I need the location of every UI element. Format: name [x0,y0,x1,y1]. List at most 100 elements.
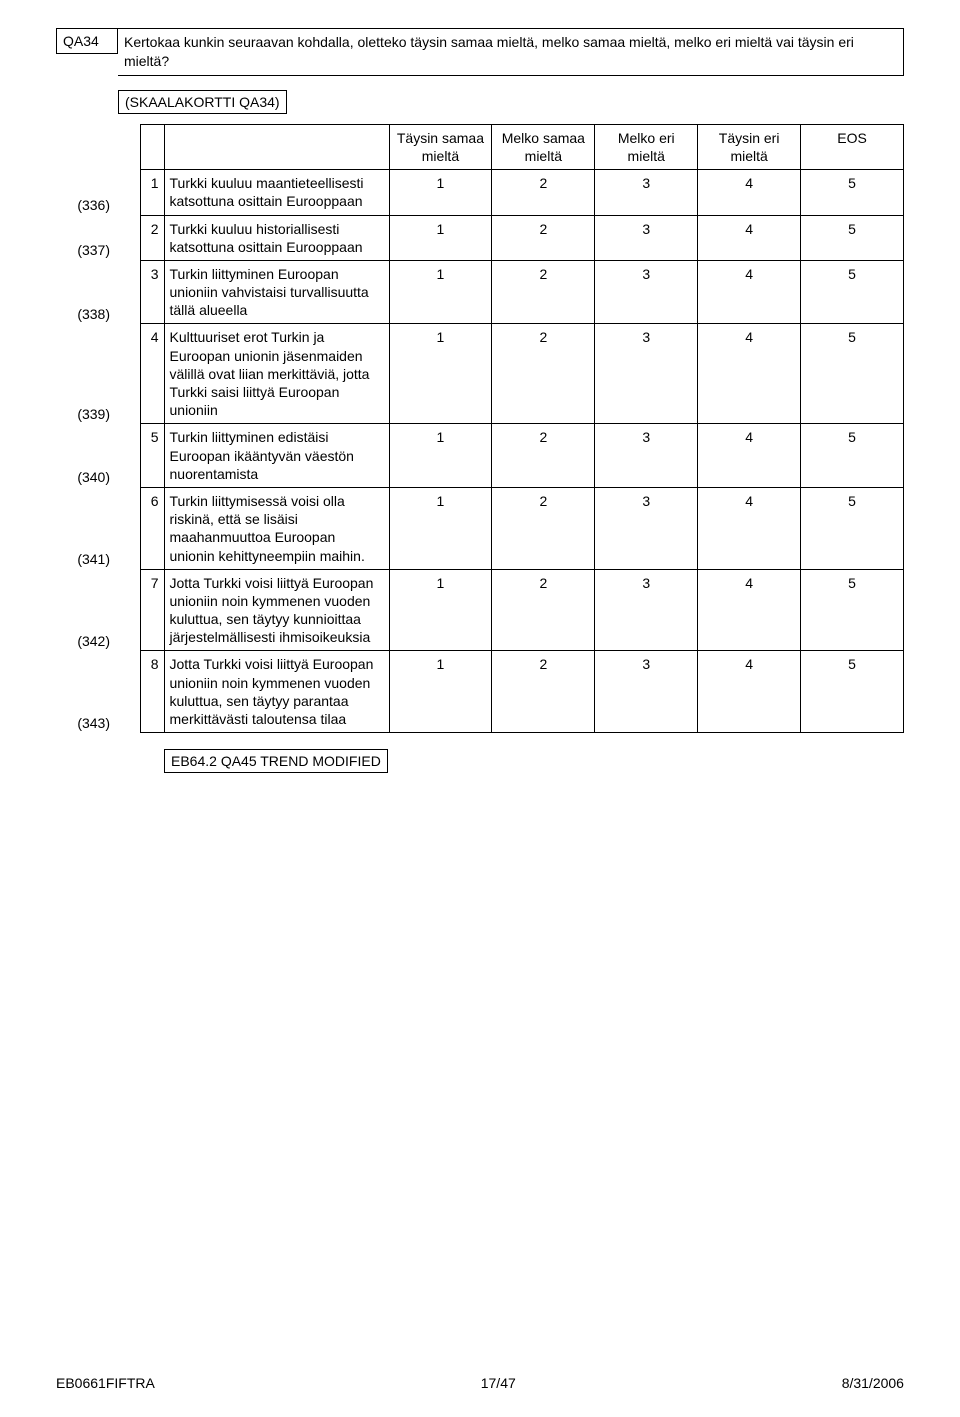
option-cell: 4 [698,170,801,215]
row-spacer [116,651,140,733]
option-cell: 2 [492,569,595,651]
option-cell: 5 [801,424,904,488]
row-number: 7 [140,569,164,651]
table-row: 2Turkki kuuluu historiallisesti katsottu… [116,215,904,260]
margin-code: (336) [77,197,110,213]
option-cell: 5 [801,651,904,733]
option-cell: 2 [492,215,595,260]
qa-question: Kertokaa kunkin seuraavan kohdalla, olet… [118,28,904,76]
row-number: 6 [140,487,164,569]
option-cell: 1 [389,569,492,651]
trend-note: EB64.2 QA45 TREND MODIFIED [164,749,388,773]
option-cell: 1 [389,260,492,324]
row-number: 4 [140,324,164,424]
margin-code: (341) [77,551,110,567]
header-row: Täysin samaa mieltä Melko samaa mieltä M… [116,124,904,169]
option-cell: 5 [801,260,904,324]
option-cell: 2 [492,260,595,324]
header-opt-4: Täysin eri mieltä [698,124,801,169]
row-number: 5 [140,424,164,488]
row-spacer [116,324,140,424]
option-cell: 2 [492,170,595,215]
margin-code: (340) [77,469,110,485]
table-row: 4Kulttuuriset erot Turkin ja Euroopan un… [116,324,904,424]
page: QA34 Kertokaa kunkin seuraavan kohdalla,… [0,0,960,1417]
option-cell: 5 [801,215,904,260]
option-cell: 1 [389,487,492,569]
table-row: 8Jotta Turkki voisi liittyä Euroopan uni… [116,651,904,733]
table-row: 6Turkin liittymisessä voisi olla riskinä… [116,487,904,569]
option-cell: 3 [595,651,698,733]
option-cell: 3 [595,170,698,215]
row-text: Turkin liittyminen edistäisi Euroopan ik… [164,424,389,488]
option-cell: 4 [698,651,801,733]
table-row: 3Turkin liittyminen Euroopan unioniin va… [116,260,904,324]
option-cell: 4 [698,569,801,651]
option-cell: 1 [389,170,492,215]
qa-heading-row: QA34 Kertokaa kunkin seuraavan kohdalla,… [56,28,904,76]
page-footer: EB0661FIFTRA 17/47 8/31/2006 [56,1375,904,1391]
option-cell: 4 [698,260,801,324]
option-cell: 1 [389,651,492,733]
qa-subheading: (SKAALAKORTTI QA34) [118,90,287,114]
margin-code: (343) [77,715,110,731]
row-number: 8 [140,651,164,733]
row-text: Turkki kuuluu historiallisesti katsottun… [164,215,389,260]
row-spacer [116,215,140,260]
option-cell: 2 [492,424,595,488]
response-matrix: Täysin samaa mieltä Melko samaa mieltä M… [116,124,904,733]
row-text: Turkin liittymisessä voisi olla riskinä,… [164,487,389,569]
option-cell: 2 [492,324,595,424]
footer-center: 17/47 [481,1375,516,1391]
option-cell: 3 [595,569,698,651]
row-text: Jotta Turkki voisi liittyä Euroopan unio… [164,651,389,733]
option-cell: 5 [801,170,904,215]
row-number: 1 [140,170,164,215]
margin-code: (339) [77,406,110,422]
option-cell: 3 [595,424,698,488]
row-spacer [116,569,140,651]
header-opt-3: Melko eri mieltä [595,124,698,169]
row-number: 2 [140,215,164,260]
option-cell: 3 [595,215,698,260]
header-blank-num [140,124,164,169]
option-cell: 1 [389,424,492,488]
option-cell: 4 [698,487,801,569]
body-area: (336) (337) (338) (339) (340) (341) (342) (343) [56,124,904,773]
row-spacer [116,487,140,569]
option-cell: 5 [801,324,904,424]
row-spacer [116,170,140,215]
option-cell: 1 [389,215,492,260]
margin-code: (342) [77,633,110,649]
footer-right: 8/31/2006 [842,1375,904,1391]
row-text: Turkki kuuluu maantieteellisesti katsott… [164,170,389,215]
option-cell: 4 [698,215,801,260]
header-opt-2: Melko samaa mieltä [492,124,595,169]
option-cell: 2 [492,487,595,569]
margin-code: (337) [77,242,110,258]
header-blank-text [164,124,389,169]
option-cell: 3 [595,324,698,424]
margin-codes-column: (336) (337) (338) (339) (340) (341) (342) (343) [56,124,116,773]
table-row: 1Turkki kuuluu maantieteellisesti katsot… [116,170,904,215]
option-cell: 2 [492,651,595,733]
header-opt-5: EOS [801,124,904,169]
table-row: 5Turkin liittyminen edistäisi Euroopan i… [116,424,904,488]
option-cell: 4 [698,424,801,488]
footer-left: EB0661FIFTRA [56,1375,155,1391]
row-text: Turkin liittyminen Euroopan unioniin vah… [164,260,389,324]
margin-code: (338) [77,306,110,322]
row-text: Kulttuuriset erot Turkin ja Euroopan uni… [164,324,389,424]
option-cell: 5 [801,569,904,651]
row-spacer [116,260,140,324]
option-cell: 1 [389,324,492,424]
option-cell: 3 [595,487,698,569]
header-opt-1: Täysin samaa mieltä [389,124,492,169]
row-number: 3 [140,260,164,324]
header-spacer [116,124,140,169]
option-cell: 5 [801,487,904,569]
option-cell: 4 [698,324,801,424]
row-text: Jotta Turkki voisi liittyä Euroopan unio… [164,569,389,651]
row-spacer [116,424,140,488]
table-column: Täysin samaa mieltä Melko samaa mieltä M… [116,124,904,773]
